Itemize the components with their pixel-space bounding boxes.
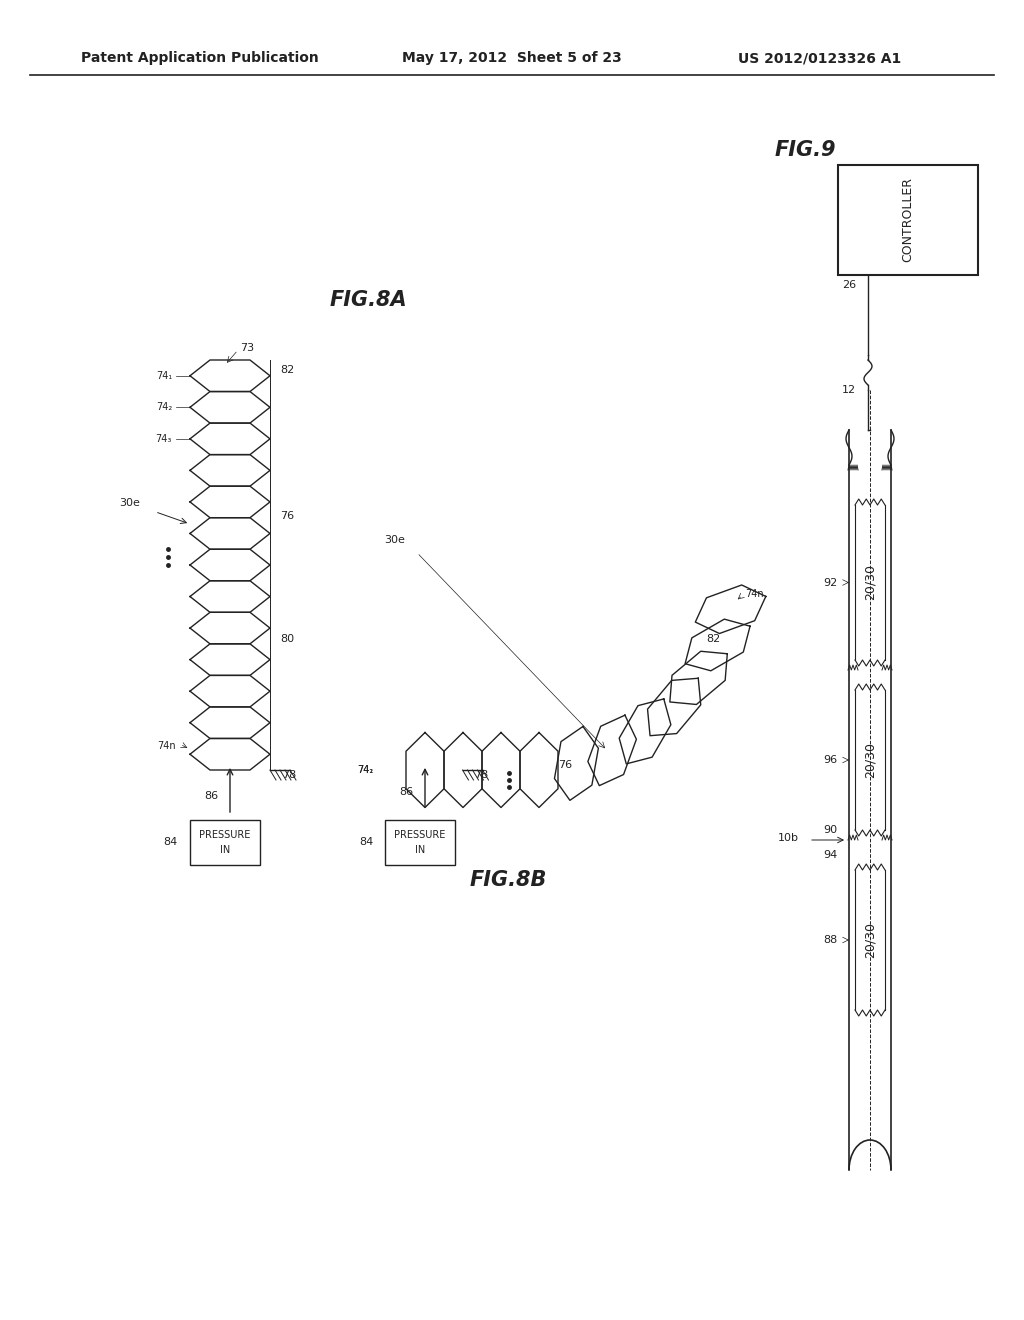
Text: 82: 82 — [707, 634, 721, 644]
Text: 20/30: 20/30 — [863, 565, 877, 601]
Text: Patent Application Publication: Patent Application Publication — [81, 51, 318, 65]
Text: 88: 88 — [822, 935, 837, 945]
Text: 74₂: 74₂ — [156, 403, 172, 412]
Text: CONTROLLER: CONTROLLER — [901, 177, 914, 263]
Text: 94: 94 — [822, 850, 837, 861]
Text: 86: 86 — [204, 791, 218, 801]
Text: 74₁: 74₁ — [357, 766, 374, 775]
Text: 78: 78 — [474, 770, 488, 780]
Text: 84: 84 — [358, 837, 373, 847]
Text: 90: 90 — [823, 825, 837, 836]
Text: 96: 96 — [823, 755, 837, 766]
Text: 80: 80 — [280, 634, 294, 644]
Text: IN: IN — [415, 845, 425, 855]
Text: 20/30: 20/30 — [863, 742, 877, 777]
Text: FIG.8B: FIG.8B — [470, 870, 548, 890]
Text: 74₁: 74₁ — [156, 371, 172, 380]
Text: 84: 84 — [164, 837, 178, 847]
Text: May 17, 2012  Sheet 5 of 23: May 17, 2012 Sheet 5 of 23 — [402, 51, 622, 65]
Bar — [838, 165, 978, 275]
Text: 74n: 74n — [158, 742, 176, 751]
Text: 10b: 10b — [778, 833, 799, 843]
Text: 86: 86 — [399, 787, 413, 797]
Text: 76: 76 — [558, 760, 572, 771]
Text: PRESSURE: PRESSURE — [394, 830, 445, 840]
Text: 30e: 30e — [384, 535, 406, 545]
Text: 73: 73 — [240, 343, 254, 352]
Text: PRESSURE: PRESSURE — [200, 830, 251, 840]
Text: US 2012/0123326 A1: US 2012/0123326 A1 — [738, 51, 901, 65]
Text: 92: 92 — [822, 578, 837, 587]
Text: 78: 78 — [282, 770, 296, 780]
Text: 20/30: 20/30 — [863, 921, 877, 958]
Text: 74n: 74n — [745, 589, 764, 599]
Bar — [385, 820, 455, 865]
Text: FIG.8A: FIG.8A — [330, 290, 408, 310]
Text: 82: 82 — [280, 366, 294, 375]
Bar — [190, 820, 260, 865]
Text: 74₃: 74₃ — [156, 434, 172, 444]
Text: FIG.9: FIG.9 — [775, 140, 837, 160]
Text: 12: 12 — [842, 385, 856, 395]
Text: 26: 26 — [842, 280, 856, 290]
Text: 74₂: 74₂ — [357, 766, 374, 775]
Text: 30e: 30e — [119, 499, 140, 508]
Text: IN: IN — [220, 845, 230, 855]
Text: 76: 76 — [280, 511, 294, 521]
